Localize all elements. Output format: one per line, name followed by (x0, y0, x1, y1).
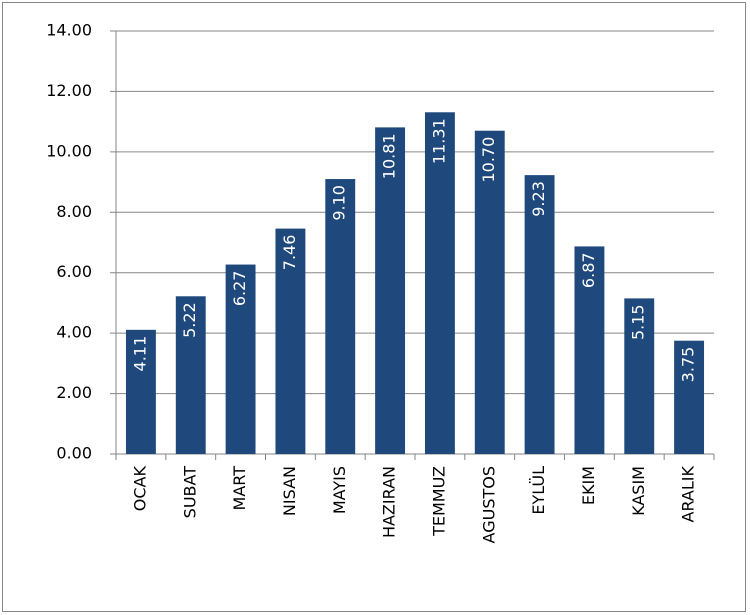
y-tick-label: 0.00 (56, 444, 92, 463)
x-tick-label: EYLÜL (529, 466, 548, 515)
bar (574, 246, 605, 454)
x-tick-label: OCAK (130, 465, 149, 511)
data-label: 6.87 (579, 252, 598, 288)
data-label: 10.70 (479, 137, 498, 183)
bar (325, 179, 356, 455)
x-tick-label: MAYIS (330, 466, 349, 514)
y-tick-label: 8.00 (56, 202, 92, 221)
x-tick-label: SUBAT (180, 466, 199, 519)
y-tick-label: 10.00 (46, 141, 92, 160)
data-label: 5.15 (629, 304, 648, 340)
bar (674, 340, 705, 454)
x-tick-label: MART (230, 466, 249, 511)
data-label: 5.22 (180, 302, 199, 338)
x-tick-label: HAZIRAN (380, 466, 399, 538)
y-tick-label: 4.00 (56, 323, 92, 342)
bar (175, 296, 206, 454)
x-tick-label: EKIM (579, 466, 598, 505)
y-tick-label: 12.00 (46, 81, 92, 100)
x-tick-label: TEMMUZ (429, 466, 448, 537)
bar (225, 264, 256, 454)
data-label: 6.27 (230, 271, 249, 307)
y-tick-label: 6.00 (56, 262, 92, 281)
x-tick-label: NISAN (280, 466, 299, 516)
bar (524, 175, 555, 455)
data-label: 9.10 (330, 185, 349, 221)
data-label: 10.81 (380, 133, 399, 179)
bar (275, 228, 306, 454)
data-label: 7.46 (280, 235, 299, 271)
y-tick-label: 14.00 (46, 21, 92, 40)
bar (375, 127, 406, 454)
data-label: 3.75 (679, 347, 698, 383)
x-tick-label: ARALIK (679, 465, 698, 522)
bar (624, 298, 655, 454)
bar (424, 112, 455, 454)
y-tick-label: 2.00 (56, 383, 92, 402)
x-tick-label: KASIM (629, 466, 648, 516)
bar (474, 130, 505, 454)
bar (125, 329, 156, 454)
data-label: 11.31 (429, 118, 448, 164)
data-label: 9.23 (529, 181, 548, 217)
x-tick-label: AGUSTOS (479, 466, 498, 543)
data-label: 4.11 (130, 336, 149, 372)
